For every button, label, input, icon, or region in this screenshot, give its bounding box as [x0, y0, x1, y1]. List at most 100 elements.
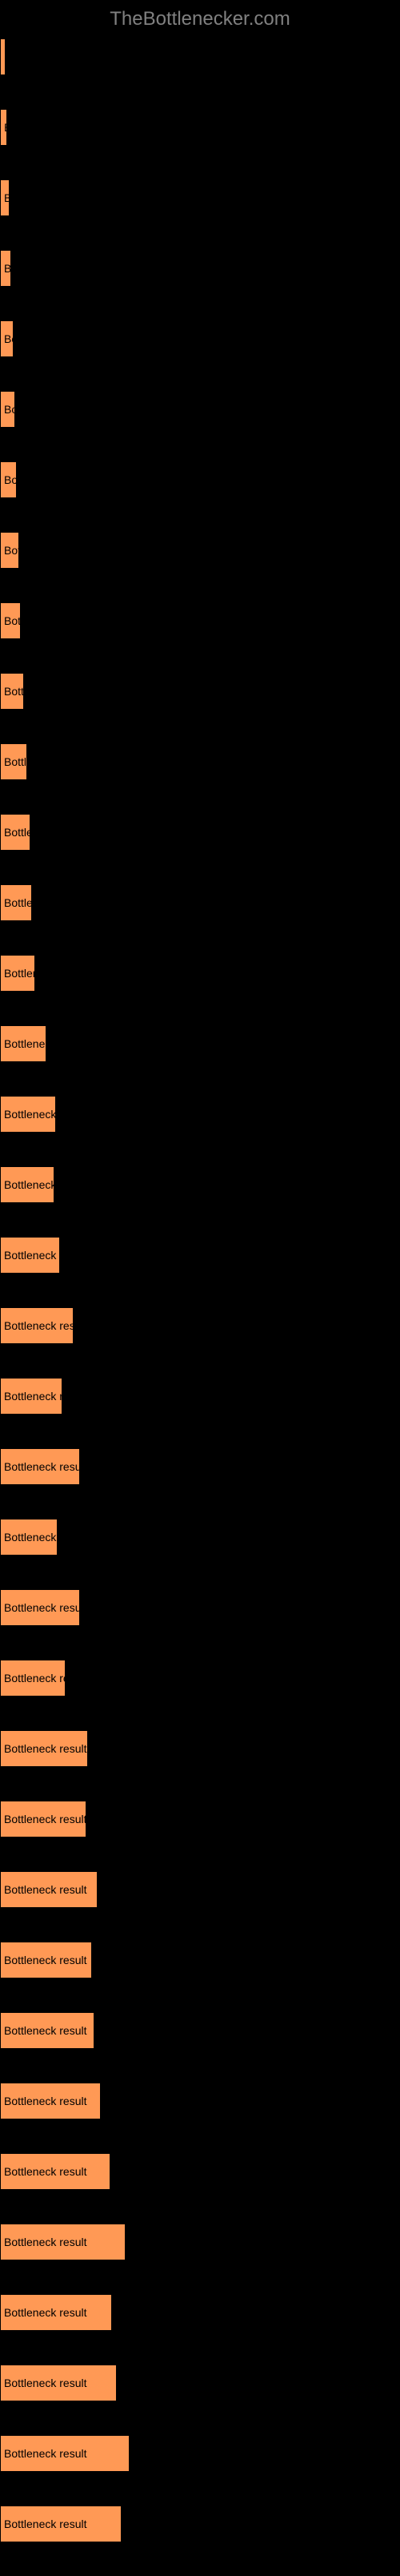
bar-row: Bottleneck result [0, 532, 400, 569]
bar: Bottleneck result [0, 250, 11, 287]
bar: Bottleneck result [0, 1237, 60, 1274]
bar-row: Bottleneck result [0, 2294, 400, 2331]
bar-row: Bottleneck result [0, 1519, 400, 1556]
bar-row: Bottleneck result [0, 1237, 400, 1274]
bar: Bottleneck result [0, 955, 35, 992]
bar: Bottleneck result [0, 179, 10, 216]
bar-row: Bottleneck result [0, 109, 400, 146]
bar-row: Bottleneck result [0, 602, 400, 639]
bar: Bottleneck result [0, 109, 7, 146]
bar-row: Bottleneck result [0, 1448, 400, 1485]
bar-label: Bottleneck result [4, 1037, 46, 1050]
bar-label: Bottleneck result [4, 1813, 86, 1825]
bar: Bottleneck result [0, 1942, 92, 1978]
bar: Bottleneck result [0, 602, 21, 639]
bar-row: Bottleneck result [0, 2224, 400, 2260]
bar-row: Bottleneck result [0, 1096, 400, 1133]
bar-row: Bottleneck result [0, 461, 400, 498]
bar-label: Bottleneck result [4, 121, 7, 134]
bar-row: Bottleneck result [0, 743, 400, 780]
watermark-text: TheBottlenecker.com [0, 0, 400, 38]
bar-label: Bottleneck result [4, 1108, 56, 1121]
bar-row: Bottleneck result [0, 2083, 400, 2119]
bar-label: Bottleneck result [4, 614, 21, 627]
bar-label: Bottleneck result [4, 826, 30, 839]
bar-label: Bottleneck result [4, 473, 17, 486]
bar: Bottleneck result [0, 2083, 101, 2119]
bar: Bottleneck result [0, 320, 14, 357]
bar-row: Bottleneck result [0, 1660, 400, 1697]
bar-row: Bottleneck result [0, 1378, 400, 1415]
bar-label: Bottleneck result [4, 1319, 74, 1332]
bar: Bottleneck result [0, 2365, 117, 2401]
bar-label: Bottleneck result [4, 1954, 87, 1966]
bar-label: Bottleneck result [4, 2024, 87, 2037]
bar: Bottleneck result [0, 1660, 66, 1697]
bar: Bottleneck result [0, 743, 27, 780]
bar-label: Bottleneck result [4, 544, 19, 557]
bar: Bottleneck result [0, 38, 6, 75]
bar-label: Bottleneck result [4, 403, 15, 416]
bar-label: Bottleneck result [4, 1531, 58, 1544]
bar-label: Bottleneck result [4, 685, 24, 698]
bar-label: Bottleneck result [4, 1460, 80, 1473]
bar-label: Bottleneck result [4, 2447, 87, 2460]
bar-label: Bottleneck result [4, 1672, 66, 1684]
bar: Bottleneck result [0, 1519, 58, 1556]
bar-row: Bottleneck result [0, 1166, 400, 1203]
bar-label: Bottleneck result [4, 1178, 54, 1191]
bar: Bottleneck result [0, 814, 30, 851]
bar: Bottleneck result [0, 1307, 74, 1344]
bar: Bottleneck result [0, 2506, 122, 2542]
bar: Bottleneck result [0, 1378, 62, 1415]
bar-chart: Bottleneck result Bottleneck result Bottle… [0, 38, 400, 2542]
bar: Bottleneck result [0, 2224, 126, 2260]
bar-row: Bottleneck result [0, 2153, 400, 2190]
bar-label: Bottleneck result [4, 191, 10, 204]
bar-label: Bottleneck result [4, 1883, 87, 1896]
bar-label: Bottleneck result [4, 262, 11, 275]
bar-label: Bottleneck result [4, 2165, 87, 2178]
bar: Bottleneck result [0, 1730, 88, 1767]
bar-row: Bottleneck result [0, 250, 400, 287]
bar: Bottleneck result [0, 2435, 130, 2472]
bar: Bottleneck result [0, 2153, 110, 2190]
bar-row: Bottleneck result [0, 2365, 400, 2401]
bar-row: Bottleneck result [0, 2012, 400, 2049]
bar: Bottleneck result [0, 2012, 94, 2049]
bar-row: Bottleneck result [0, 2506, 400, 2542]
bar-row: Bottleneck result [0, 38, 400, 75]
bar: Bottleneck result [0, 1801, 86, 1837]
bar-row: Bottleneck result [0, 179, 400, 216]
bar-label: Bottleneck result [4, 2306, 87, 2319]
bar: Bottleneck result [0, 1166, 54, 1203]
bar-row: Bottleneck result [0, 2435, 400, 2472]
bar-label: Bottleneck result [4, 755, 27, 768]
bar-label: Bottleneck result [4, 2236, 87, 2248]
bar: Bottleneck result [0, 1025, 46, 1062]
bar-row: Bottleneck result [0, 1589, 400, 1626]
bar: Bottleneck result [0, 1589, 80, 1626]
bar: Bottleneck result [0, 532, 19, 569]
bar-label: Bottleneck result [4, 1742, 87, 1755]
bar-row: Bottleneck result [0, 884, 400, 921]
bar-label: Bottleneck result [4, 1601, 80, 1614]
bar: Bottleneck result [0, 884, 32, 921]
bar: Bottleneck result [0, 1448, 80, 1485]
bar-row: Bottleneck result [0, 955, 400, 992]
bar-label: Bottleneck result [4, 50, 6, 63]
bar-row: Bottleneck result [0, 1942, 400, 1978]
bar-row: Bottleneck result [0, 814, 400, 851]
bar-row: Bottleneck result [0, 1307, 400, 1344]
bar-row: Bottleneck result [0, 1871, 400, 1908]
bar: Bottleneck result [0, 673, 24, 710]
bar: Bottleneck result [0, 2294, 112, 2331]
bar-label: Bottleneck result [4, 1249, 60, 1262]
bar: Bottleneck result [0, 391, 15, 428]
bar: Bottleneck result [0, 1871, 98, 1908]
bar-row: Bottleneck result [0, 1730, 400, 1767]
bar-row: Bottleneck result [0, 320, 400, 357]
bar-row: Bottleneck result [0, 1801, 400, 1837]
bar-label: Bottleneck result [4, 2518, 87, 2530]
bar-label: Bottleneck result [4, 2095, 87, 2107]
